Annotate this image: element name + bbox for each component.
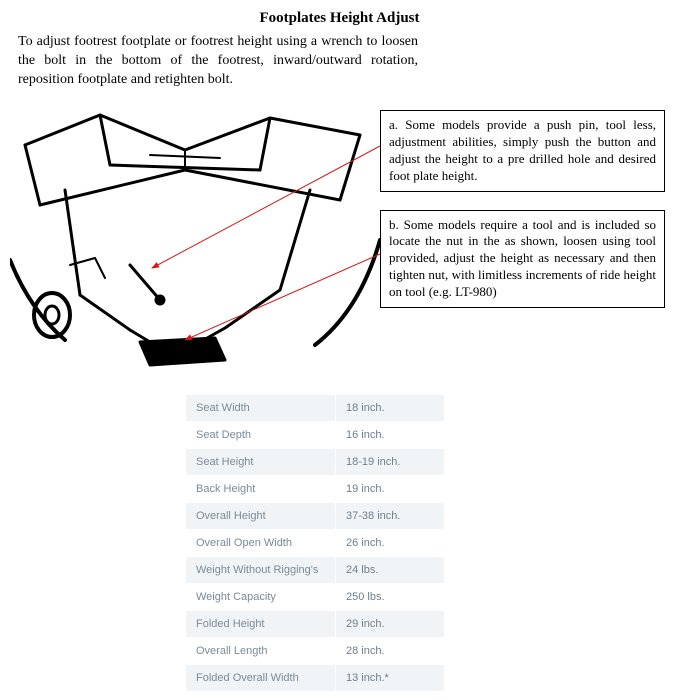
spec-row: Seat Height18-19 inch. (186, 449, 445, 476)
wheelchair-footrest-svg (10, 110, 380, 375)
spec-value: 13 inch.* (336, 665, 445, 692)
spec-label: Seat Height (186, 449, 336, 476)
spec-label: Weight Without Rigging's (186, 557, 336, 584)
spec-value: 19 inch. (336, 476, 445, 503)
spec-row: Back Height19 inch. (186, 476, 445, 503)
spec-label: Folded Overall Width (186, 665, 336, 692)
spec-value: 26 inch. (336, 530, 445, 557)
spec-row: Overall Open Width26 inch. (186, 530, 445, 557)
spec-value: 37-38 inch. (336, 503, 445, 530)
spec-row: Folded Height29 inch. (186, 611, 445, 638)
spec-label: Overall Height (186, 503, 336, 530)
spec-value: 16 inch. (336, 422, 445, 449)
spec-row: Weight Without Rigging's24 lbs. (186, 557, 445, 584)
spec-label: Seat Width (186, 395, 336, 422)
spec-row: Folded Overall Width13 inch.* (186, 665, 445, 692)
intro-paragraph: To adjust footrest footplate or footrest… (0, 33, 440, 90)
spec-table: Seat Width18 inch.Seat Depth16 inch.Seat… (185, 394, 445, 692)
spec-value: 24 lbs. (336, 557, 445, 584)
spec-label: Back Height (186, 476, 336, 503)
footplate-diagram (10, 110, 380, 375)
callout-a: a. Some models provide a push pin, tool … (380, 110, 665, 192)
spec-label: Overall Open Width (186, 530, 336, 557)
spec-value: 28 inch. (336, 638, 445, 665)
spec-row: Weight Capacity250 lbs. (186, 584, 445, 611)
page-title: Footplates Height Adjust (0, 0, 679, 33)
spec-value: 250 lbs. (336, 584, 445, 611)
spec-row: Seat Width18 inch. (186, 395, 445, 422)
spec-row: Seat Depth16 inch. (186, 422, 445, 449)
spec-label: Weight Capacity (186, 584, 336, 611)
spec-row: Overall Height37-38 inch. (186, 503, 445, 530)
spec-value: 18 inch. (336, 395, 445, 422)
spec-row: Overall Length28 inch. (186, 638, 445, 665)
spec-value: 18-19 inch. (336, 449, 445, 476)
spec-value: 29 inch. (336, 611, 445, 638)
spec-label: Seat Depth (186, 422, 336, 449)
spec-label: Overall Length (186, 638, 336, 665)
spec-label: Folded Height (186, 611, 336, 638)
callout-b: b. Some models require a tool and is inc… (380, 210, 665, 308)
